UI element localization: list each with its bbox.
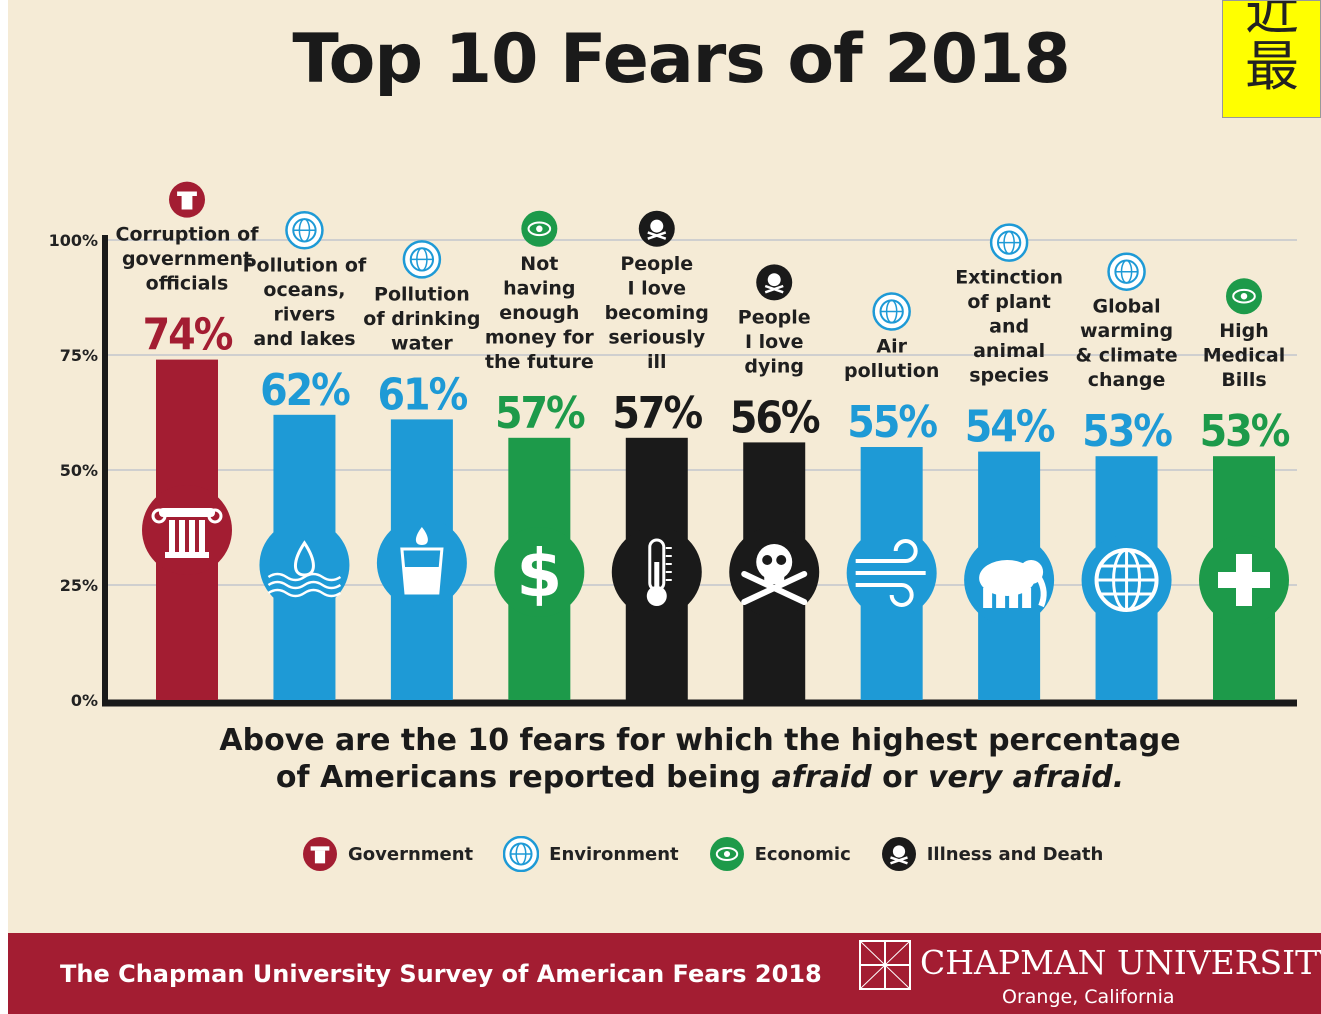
legend-item-illness-and-death: Illness and Death xyxy=(881,836,1104,872)
value-label: 61% xyxy=(378,369,468,420)
illness-and-death-legend-icon xyxy=(881,837,916,871)
value-label: 62% xyxy=(260,365,350,416)
value-label: 54% xyxy=(965,402,1055,453)
corner-text-1: 近 xyxy=(1245,0,1299,42)
y-tick-label: 50% xyxy=(60,461,98,480)
value-label: 53% xyxy=(1082,406,1172,457)
category-label: Air pollution xyxy=(844,336,939,383)
illness-and-death-category-icon xyxy=(638,210,675,247)
legend-label: Illness and Death xyxy=(926,843,1104,865)
elephant-icon xyxy=(964,535,1055,625)
wind-icon xyxy=(846,528,937,618)
legend-label: Environment xyxy=(549,843,679,865)
category-label: Pollution of drinking water xyxy=(363,283,480,354)
government-legend-icon xyxy=(303,837,337,871)
category-label: People I love dying xyxy=(738,306,811,377)
value-label: 74% xyxy=(143,310,233,361)
footer-bar: The Chapman University Survey of America… xyxy=(8,933,1321,1014)
corner-text-2: 最 xyxy=(1245,35,1299,98)
thermometer-icon xyxy=(611,527,702,617)
skull-crossbones-icon xyxy=(729,527,820,617)
caption-emphasis-very-afraid: very afraid. xyxy=(927,760,1125,795)
illness-and-death-category-icon xyxy=(756,264,793,301)
economic-category-icon xyxy=(521,210,558,247)
category-label: Corruption of government officials xyxy=(116,224,260,295)
chart-title: Top 10 Fears of 2018 xyxy=(292,20,1070,99)
corner-annotation: 近 最 xyxy=(1222,0,1321,118)
category-label: Global warming & climate change xyxy=(1076,296,1178,392)
legend-label: Government xyxy=(348,843,474,865)
water-drop-icon xyxy=(259,520,350,610)
y-tick-label: 75% xyxy=(60,346,98,365)
column-icon xyxy=(142,485,232,575)
environment-category-icon xyxy=(1107,252,1146,291)
y-tick-label: 100% xyxy=(49,231,98,250)
university-name: CHAPMAN UNIVERSITY xyxy=(920,943,1321,982)
environment-category-icon xyxy=(402,240,442,279)
category-label: Not having enough money for the future xyxy=(485,253,595,373)
environment-legend-icon xyxy=(503,836,540,872)
category-label: People I love becoming seriously ill xyxy=(605,253,709,373)
caption-line-1: Above are the 10 fears for which the hig… xyxy=(219,723,1181,758)
globe-icon xyxy=(1081,535,1172,625)
category-label: Pollution of oceans, rivers and lakes xyxy=(243,254,367,350)
chapman-logo-icon xyxy=(859,940,911,990)
legend-item-government: Government xyxy=(302,836,473,872)
category-label: High Medical Bills xyxy=(1203,320,1286,391)
value-label: 57% xyxy=(612,388,702,439)
legend-item-economic: Economic xyxy=(709,836,851,872)
y-tick-label: 25% xyxy=(60,576,98,595)
y-tick-label: 0% xyxy=(71,691,98,710)
water-glass-icon xyxy=(376,518,467,608)
value-label: 55% xyxy=(847,397,937,448)
economic-legend-icon xyxy=(709,837,744,871)
svg-text:$: $ xyxy=(516,535,562,612)
university-location: Orange, California xyxy=(1002,986,1175,1008)
environment-category-icon xyxy=(989,223,1029,262)
value-label: 53% xyxy=(1200,406,1290,457)
caption-emphasis-afraid: afraid xyxy=(771,760,872,795)
government-category-icon xyxy=(169,181,205,218)
legend-item-environment: Environment xyxy=(503,836,679,872)
chart-legend: Government Environment Economic Illness and… xyxy=(302,836,1133,872)
value-label: 57% xyxy=(495,388,585,439)
value-label: 56% xyxy=(730,392,820,443)
environment-category-icon xyxy=(285,211,324,250)
caption-line-2-mid: or xyxy=(871,760,928,795)
dollar-icon: $ xyxy=(494,527,585,617)
environment-category-icon xyxy=(872,292,911,331)
caption-line-2-start: of Americans reported being xyxy=(275,760,772,795)
bar-chart: 100% 75% 50% 25% 0% 74% Corruption of governmen… xyxy=(49,181,1297,710)
medical-cross-icon xyxy=(1199,535,1289,625)
chart-caption: Above are the 10 fears for which the hig… xyxy=(0,722,1321,796)
legend-label: Economic xyxy=(754,843,851,865)
category-label: Extinction of plant and animal species xyxy=(955,267,1063,387)
survey-name: The Chapman University Survey of America… xyxy=(60,960,822,988)
economic-category-icon xyxy=(1226,278,1262,315)
